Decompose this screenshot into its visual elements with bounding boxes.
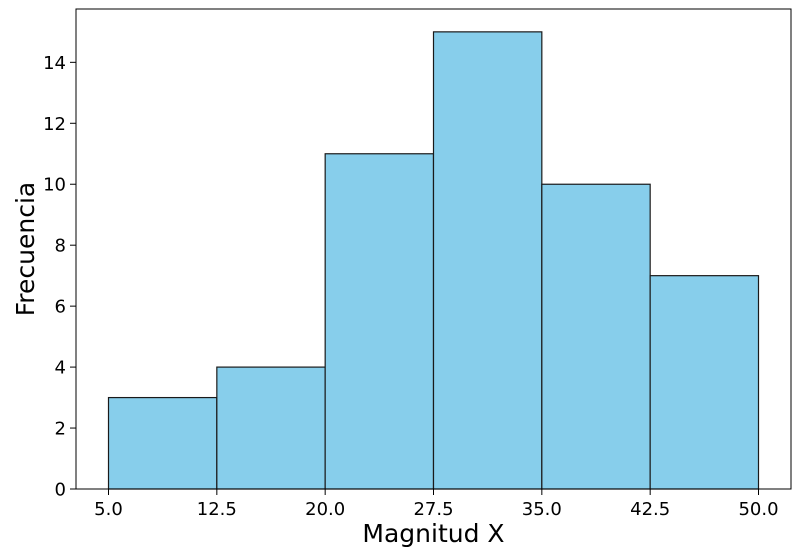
y-tick-label: 0 [55, 480, 66, 501]
y-axis: 0 2 4 6 8 10 12 14 [43, 53, 76, 501]
histogram-bar [107, 396, 218, 490]
x-tick-label: 27.5 [413, 499, 453, 520]
x-tick-label: 35.0 [522, 499, 562, 520]
histogram-bar [324, 153, 435, 490]
histogram-bar [649, 275, 760, 490]
y-tick-label: 2 [55, 419, 66, 440]
x-tick-label: 12.5 [197, 499, 237, 520]
histogram-bar [432, 31, 543, 490]
y-tick-label: 8 [55, 236, 66, 257]
bars-layer [107, 31, 760, 490]
x-axis-label: Magnitud X [362, 519, 504, 548]
x-tick-label: 5.0 [94, 499, 123, 520]
y-tick-label: 12 [43, 114, 66, 135]
x-tick-label: 42.5 [630, 499, 670, 520]
x-axis: 5.0 12.5 20.0 27.5 35.0 42.5 50.0 [94, 489, 779, 520]
y-axis-label: Frecuencia [11, 182, 40, 317]
histogram-bar [541, 183, 651, 490]
x-tick-label: 20.0 [305, 499, 345, 520]
x-tick-label: 50.0 [738, 499, 778, 520]
y-tick-label: 14 [43, 53, 66, 74]
y-tick-label: 10 [43, 175, 66, 196]
y-tick-label: 4 [55, 358, 66, 379]
y-tick-label: 6 [55, 297, 66, 318]
histogram-bar [216, 366, 326, 490]
